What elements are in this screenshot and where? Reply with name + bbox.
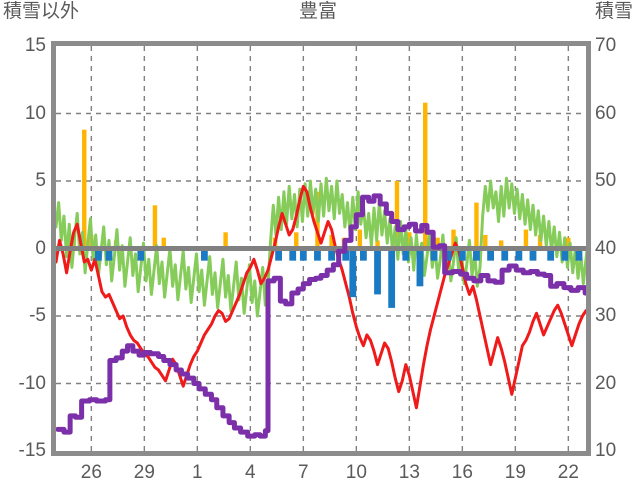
y-tick-label-left: -15 [18,440,46,461]
x-tick-label: 16 [451,462,473,483]
precipitation-bar [423,102,428,249]
x-tick-label: 1 [192,462,203,483]
precipitation-bar [152,205,158,249]
precipitation-bar [537,235,543,249]
y-tick-label-right: 10 [595,440,617,461]
x-tick-label: 29 [133,462,155,483]
snowfall-bar [314,248,321,261]
data-series-line [56,176,586,318]
data-series-line [56,193,586,439]
snowfall-bar [275,248,282,261]
page-title: 豊富 [298,1,337,22]
y-tick-label-left: -5 [29,305,46,326]
y-tick-label-left: 0 [35,237,46,259]
y-tick-label-right: 40 [595,237,617,259]
right-axis-title: 積雪 [594,1,633,22]
y-axis-left: 15 10 5 0 -5 -10 -15 [0,0,46,501]
snowfall-bar [430,248,438,261]
snowfall-bar [299,248,307,261]
snowfall-bar [388,248,396,308]
x-tick-label: 26 [80,462,102,483]
snowfall-bar [561,248,569,261]
snowfall-bar [137,248,145,261]
snowfall-bar [575,248,583,261]
snowfall-bar [201,248,208,261]
precipitation-bar [329,235,334,249]
snowfall-bar [529,248,537,261]
x-tick-label: 4 [245,462,256,483]
plot-area [56,46,586,451]
precipitation-bar [161,237,166,249]
y-tick-label-right: 70 [595,35,617,56]
snowfall-bar [328,248,335,261]
x-tick-label: 13 [398,462,420,483]
precipitation-bar [451,229,456,249]
y-tick-label-left: 10 [24,102,46,124]
snowfall-bar [402,248,410,261]
y-tick-label-left: 5 [35,170,46,191]
data-series-line [56,184,586,410]
snowfall-bar [416,248,424,287]
precipitation-bar [394,181,400,249]
snowfall-bar [289,248,297,261]
precipitation-bar [357,229,363,249]
snowfall-bar [473,248,480,261]
x-tick-label: 22 [557,462,579,483]
y-tick-label-right: 50 [595,170,617,191]
snowfall-bar [515,248,523,261]
y-tick-label-right: 60 [595,102,617,124]
precipitation-bar [223,232,228,249]
precipitation-bar [435,237,440,249]
y-tick-label-right: 30 [595,305,617,326]
x-tick-label: 19 [504,462,526,483]
precipitation-bar [375,240,380,249]
snowfall-bar [342,248,350,261]
snowfall-bar [105,248,113,261]
y-tick-label-left: -10 [18,372,46,394]
precipitation-bar [523,229,529,249]
x-tick-label: 10 [345,462,367,483]
precipitation-bar [483,235,488,249]
y-tick-label-left: 15 [24,35,46,56]
snowfall-bar [458,248,466,261]
snowfall-bar [501,248,509,261]
precipitation-bar [82,129,87,249]
precipitation-bar [294,232,299,249]
precipitation-bar [474,202,479,249]
snowfall-bar [374,248,381,295]
precipitation-bar [499,240,504,249]
snowfall-bar [547,248,555,261]
chart-canvas [56,46,586,451]
left-axis-title: 積雪以外 [3,1,80,22]
y-axis-right: 70 60 50 40 30 20 10 [595,0,636,501]
snowfall-bar [360,248,367,261]
snowfall-bar [444,248,452,261]
snowfall-bar [95,248,102,261]
snowfall-bar [487,248,494,261]
x-tick-label: 7 [298,462,309,483]
precipitation-bar [566,237,571,249]
snowfall-bar [349,248,357,298]
y-tick-label-right: 20 [595,372,617,394]
